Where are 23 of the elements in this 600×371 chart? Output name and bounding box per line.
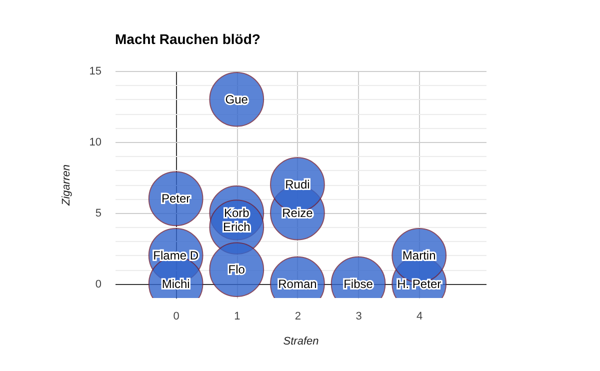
y-tick-label: 5 [95, 207, 102, 220]
series-label: Rudi [285, 178, 310, 192]
chart-title: Macht Rauchen blöd? [115, 31, 260, 47]
series-label: Michi [162, 276, 190, 291]
series-label: Peter [161, 192, 190, 206]
y-axis-title: Zigarren [60, 164, 72, 206]
x-tick-label: 1 [234, 310, 240, 322]
x-axis-title: Strafen [283, 336, 319, 348]
series-label: Flo [228, 262, 246, 277]
series-label: H. Peter [397, 276, 442, 291]
x-tick-label: 4 [416, 310, 423, 322]
series-label: Fibse [344, 276, 374, 291]
series-label: Gue [225, 92, 248, 106]
y-tick-label: 15 [89, 66, 102, 78]
x-tick-label: 3 [356, 310, 362, 322]
y-tick-label: 10 [89, 136, 102, 148]
x-tick-label: 0 [173, 310, 180, 322]
series-label: Roman [278, 276, 317, 291]
series-label: Martin [402, 248, 436, 262]
y-tick-label: 0 [95, 278, 102, 290]
series-label: Erich [222, 220, 250, 234]
series-label: Korb [224, 206, 250, 220]
x-tick-label: 2 [294, 310, 302, 322]
